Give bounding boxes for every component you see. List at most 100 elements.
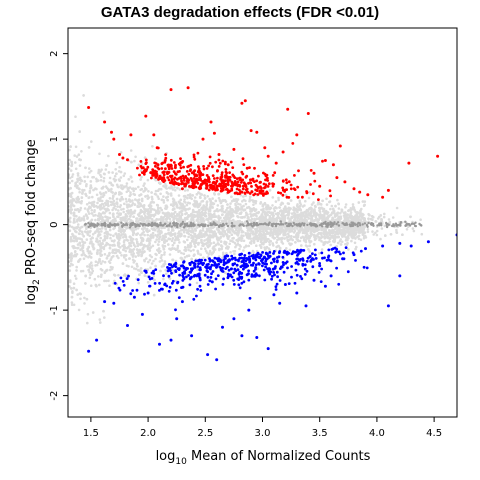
- point-ns: [137, 268, 140, 272]
- point-ns: [92, 214, 95, 217]
- point-ns: [70, 301, 74, 304]
- point-ns: [164, 239, 167, 242]
- point-ns: [163, 253, 166, 256]
- point-ns: [89, 256, 93, 259]
- point-ns: [119, 170, 123, 174]
- point-ns: [124, 249, 127, 253]
- point-ns: [196, 213, 200, 216]
- point-ns: [229, 202, 232, 205]
- point-ns: [88, 263, 92, 266]
- point-ns: [247, 244, 251, 248]
- point-ns: [91, 195, 94, 199]
- point-ns: [333, 227, 337, 231]
- point-ns: [178, 241, 181, 244]
- point-ns: [137, 214, 141, 218]
- point-ns: [156, 206, 160, 210]
- point-ns: [138, 194, 141, 197]
- point-ns: [125, 182, 129, 185]
- point-ns: [212, 250, 215, 253]
- point-ns: [153, 219, 157, 223]
- point-ns: [136, 217, 139, 220]
- point-ns: [128, 186, 132, 189]
- point-ns: [79, 237, 82, 241]
- point-ns: [117, 209, 120, 212]
- point-ns: [117, 215, 120, 219]
- point-ns: [107, 279, 110, 283]
- point-ns: [86, 265, 89, 268]
- point-ns: [256, 239, 260, 243]
- point-ns: [158, 235, 162, 238]
- point-ns: [109, 233, 112, 237]
- point-ns: [208, 209, 212, 213]
- point-ns: [297, 205, 300, 209]
- point-ns: [69, 145, 72, 148]
- point-ns: [192, 248, 195, 252]
- point-ns: [68, 256, 71, 259]
- point-ns: [186, 196, 189, 200]
- point-ns: [103, 235, 107, 238]
- point-ns: [114, 191, 117, 195]
- point-ns: [143, 258, 146, 262]
- point-ns: [70, 175, 74, 178]
- point-ns: [146, 230, 149, 233]
- point-ns: [82, 241, 85, 244]
- point-ns: [93, 231, 97, 234]
- point-ns: [99, 236, 102, 240]
- point-ns: [405, 228, 409, 231]
- point-ns: [143, 207, 146, 211]
- point-ns: [122, 230, 126, 233]
- point-ns: [231, 214, 235, 217]
- point-ns: [73, 217, 76, 220]
- point-ns: [227, 235, 231, 238]
- point-ns: [248, 219, 252, 222]
- point-ns: [162, 264, 165, 268]
- point-ns: [162, 219, 165, 222]
- point-ns: [88, 270, 91, 274]
- point-ns: [101, 202, 105, 206]
- point-ns: [281, 236, 284, 240]
- point-ns: [99, 214, 103, 217]
- point-ns: [194, 245, 197, 248]
- point-ns: [141, 210, 144, 213]
- point-ns: [228, 228, 231, 232]
- point-ns: [290, 212, 294, 215]
- point-ns: [173, 189, 177, 192]
- point-ns: [122, 207, 125, 211]
- point-ns: [243, 208, 247, 211]
- point-ns: [80, 150, 83, 153]
- point-ns: [73, 154, 76, 157]
- point-ns: [186, 238, 189, 242]
- point-ns: [152, 274, 155, 278]
- point-ns: [279, 231, 282, 234]
- point-ns: [152, 293, 156, 297]
- point-ns: [104, 201, 107, 205]
- point-ns: [293, 211, 296, 214]
- point-ns: [115, 161, 119, 165]
- point-ns: [225, 233, 229, 236]
- point-ns: [112, 243, 116, 247]
- point-ns: [154, 157, 157, 161]
- point-ns: [162, 195, 165, 198]
- point-ns: [283, 216, 287, 220]
- point-ns: [357, 231, 361, 234]
- point-ns: [228, 205, 232, 208]
- point-ns: [108, 246, 112, 250]
- point-ns: [173, 186, 176, 189]
- point-ns: [76, 237, 80, 240]
- point-ns: [357, 215, 361, 219]
- point-ns: [270, 220, 274, 223]
- point-ns: [111, 248, 115, 252]
- point-ns: [80, 253, 84, 257]
- point-ns: [290, 237, 293, 241]
- point-ns: [92, 188, 95, 192]
- point-ns: [85, 184, 88, 188]
- point-ns: [136, 265, 139, 268]
- point-ns: [395, 228, 398, 232]
- point-ns: [244, 232, 248, 235]
- point-ns: [134, 155, 137, 159]
- point-ns: [92, 175, 95, 179]
- point-ns: [115, 172, 118, 175]
- point-ns: [112, 206, 115, 210]
- point-ns: [374, 220, 378, 223]
- point-ns: [335, 231, 339, 234]
